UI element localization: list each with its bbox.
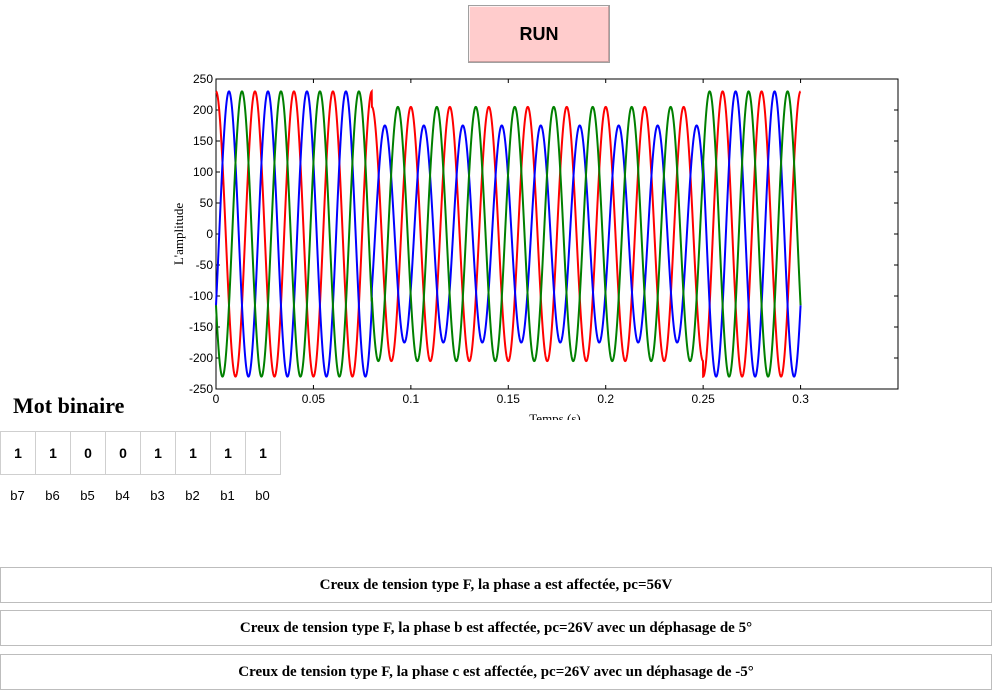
message-phase-c: Creux de tension type F, la phase c est … xyxy=(0,654,992,690)
y-tick-label: -50 xyxy=(196,258,214,272)
y-tick-label: -150 xyxy=(189,320,213,334)
bit-name-b0: b0 xyxy=(255,488,270,503)
bit-name-b5: b5 xyxy=(80,488,95,503)
bit-name-b2: b2 xyxy=(185,488,200,503)
series-line-3 xyxy=(215,90,802,378)
message-phase-b: Creux de tension type F, la phase b est … xyxy=(0,610,992,646)
series-line-1 xyxy=(215,88,802,379)
x-tick-label: 0.25 xyxy=(691,392,715,406)
x-tick-label: 0.15 xyxy=(497,392,521,406)
y-tick-label: -200 xyxy=(189,351,213,365)
bit-name-b3: b3 xyxy=(150,488,165,503)
y-tick-label: 250 xyxy=(193,72,213,86)
bit-name-b1: b1 xyxy=(220,488,235,503)
run-button[interactable]: RUN xyxy=(468,5,610,63)
bit-name-b4: b4 xyxy=(115,488,130,503)
x-tick-label: 0.05 xyxy=(302,392,326,406)
y-tick-label: 50 xyxy=(200,196,214,210)
y-tick-label: 100 xyxy=(193,165,213,179)
x-tick-label: 0.3 xyxy=(792,392,809,406)
x-tick-label: 0 xyxy=(213,392,220,406)
y-tick-label: 150 xyxy=(193,134,213,148)
bit-cell-b3: 1 xyxy=(140,431,176,475)
chart-series xyxy=(215,88,802,379)
bit-cell-b7: 1 xyxy=(0,431,36,475)
y-tick-label: -100 xyxy=(189,289,213,303)
bit-cell-b1: 1 xyxy=(210,431,246,475)
x-axis-label: Temps (s) xyxy=(529,411,580,420)
x-tick-label: 0.1 xyxy=(403,392,420,406)
y-tick-label: -250 xyxy=(189,382,213,396)
binary-word-title: Mot binaire xyxy=(13,393,125,418)
bit-cell-b0: 1 xyxy=(245,431,281,475)
y-tick-label: 0 xyxy=(206,227,213,241)
binary-word-bit-names: b7 b6 b5 b4 b3 b2 b1 b0 xyxy=(0,488,280,503)
bit-name-b6: b6 xyxy=(45,488,60,503)
y-axis-label: L'amplitude xyxy=(171,203,186,266)
bit-cell-b6: 1 xyxy=(35,431,71,475)
x-tick-label: 0.2 xyxy=(597,392,614,406)
bit-cell-b4: 0 xyxy=(105,431,141,475)
bit-name-b7: b7 xyxy=(10,488,25,503)
y-tick-label: 200 xyxy=(193,103,213,117)
bit-cell-b2: 1 xyxy=(175,431,211,475)
bit-cell-b5: 0 xyxy=(70,431,106,475)
message-phase-a: Creux de tension type F, la phase a est … xyxy=(0,567,992,603)
